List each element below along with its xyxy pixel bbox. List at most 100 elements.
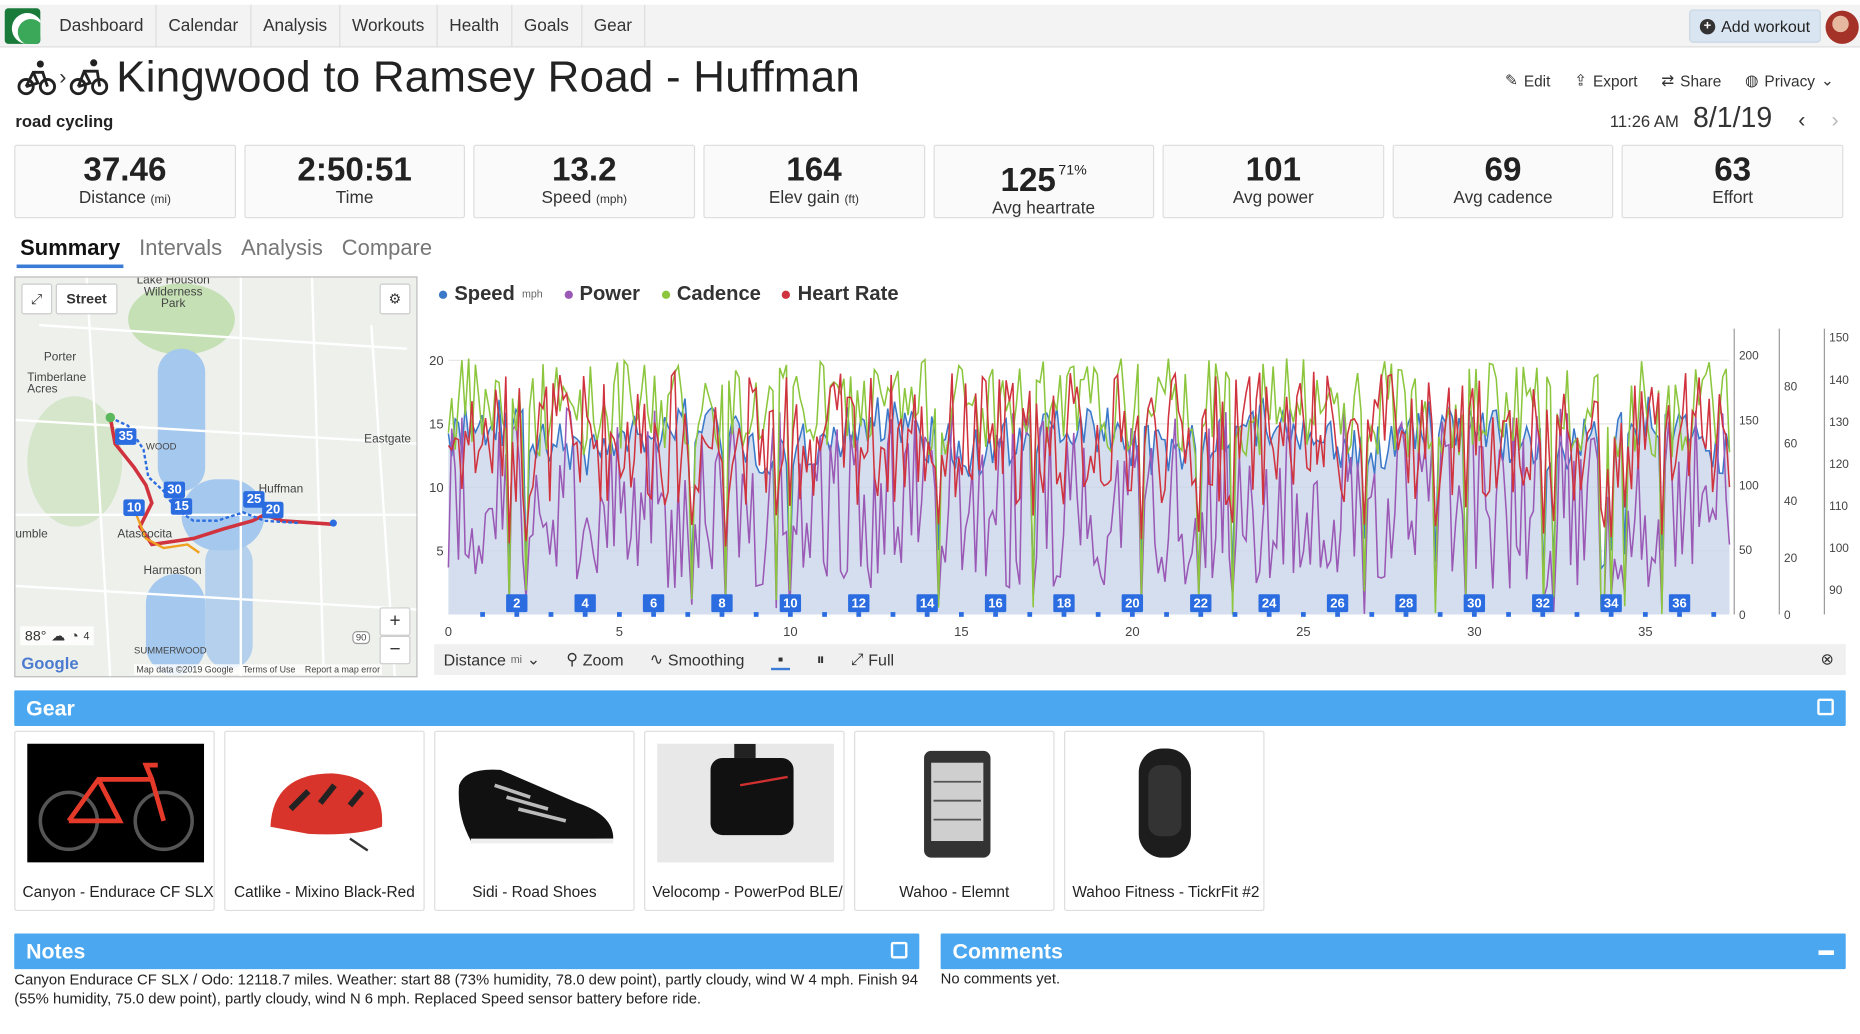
gear-card[interactable]: Velocomp - PowerPod BLE/	[644, 730, 845, 912]
gear-icon[interactable]: ⚙	[379, 283, 411, 315]
map-label-eastgate: Eastgate	[364, 432, 411, 447]
axis-selector[interactable]: Distance mi ⌄	[444, 650, 540, 669]
fullscreen-icon[interactable]: ⤢	[21, 283, 53, 315]
add-workout-button[interactable]: + Add workout	[1689, 9, 1821, 43]
mile-marker-label: 8	[718, 595, 725, 610]
workout-chart[interactable]: 5101520050100150200020406080901001101201…	[422, 311, 1857, 643]
app-logo-icon[interactable]	[4, 7, 41, 44]
tab-intervals[interactable]: Intervals	[139, 234, 223, 260]
y-tick-heartrate: 150	[1829, 331, 1849, 345]
close-icon[interactable]: ⊗	[1820, 650, 1834, 668]
stat-label: Avg power	[1232, 188, 1314, 208]
share-label: Share	[1680, 71, 1722, 90]
zoom-out-button[interactable]: −	[379, 635, 411, 665]
gear-card[interactable]: Wahoo - Elemnt	[854, 730, 1055, 912]
mile-tick	[1095, 612, 1101, 617]
mile-tick	[1574, 612, 1580, 617]
stat-unit: (mi)	[150, 193, 171, 207]
mile-marker	[1463, 594, 1486, 613]
stat-value: 164	[786, 150, 842, 188]
tab-summary[interactable]: Summary	[16, 235, 124, 269]
avatar[interactable]	[1825, 10, 1859, 44]
mile-marker-label: 20	[1125, 595, 1140, 610]
y-tick-cadence: 40	[1784, 494, 1798, 508]
stat-label: Time	[335, 188, 374, 208]
smoothing-label: Smoothing	[667, 650, 745, 669]
edit-icon[interactable]	[1817, 698, 1834, 716]
edit-button[interactable]: ✎ Edit	[1505, 71, 1550, 90]
x-tick: 25	[1296, 624, 1310, 639]
comment-icon[interactable]: ▬	[1818, 940, 1834, 959]
mile-marker	[916, 594, 938, 613]
map-mile-marker[interactable]: 15	[170, 498, 193, 515]
export-label: Export	[1592, 71, 1638, 90]
mile-marker	[642, 594, 665, 613]
zoom-in-button[interactable]: +	[379, 607, 411, 636]
tab-compare[interactable]: Compare	[341, 234, 433, 260]
map-label-lake: Lake Houston Wilderness Park	[136, 276, 210, 311]
tab-analysis[interactable]: Analysis	[241, 234, 323, 260]
single-pane-icon[interactable]: ▪	[770, 649, 791, 670]
share-button[interactable]: ⇄ Share	[1661, 71, 1721, 90]
notes-title: Notes	[26, 938, 86, 963]
mile-tick	[958, 612, 964, 617]
map-type-button[interactable]: Street	[55, 283, 118, 315]
notes-header: Notes	[14, 933, 920, 970]
legend-power[interactable]: Power	[564, 282, 640, 306]
edit-icon[interactable]	[890, 941, 908, 959]
axis-unit: mi	[510, 653, 522, 666]
map-mile-marker[interactable]: 20	[262, 501, 284, 519]
legend-cadence[interactable]: Cadence	[661, 282, 761, 306]
nav-dashboard[interactable]: Dashboard	[47, 4, 157, 47]
map-mile-marker[interactable]: 25	[243, 491, 265, 508]
cadence-line	[447, 357, 1731, 615]
sport-label: road cycling	[15, 111, 114, 131]
nav-analysis[interactable]: Analysis	[251, 4, 341, 47]
x-tick: 35	[1638, 624, 1652, 639]
map-label-summerwood: SUMMERWOOD	[134, 645, 207, 656]
nav-gear[interactable]: Gear	[582, 4, 646, 47]
mile-tick	[1608, 612, 1614, 617]
report-link[interactable]: Report a map error	[304, 664, 381, 675]
legend-dot	[438, 290, 448, 299]
title-row: › Kingwood to Ramsey Road - Huffman	[17, 52, 860, 102]
map-mile-marker[interactable]: 35	[115, 428, 137, 445]
prev-workout-icon[interactable]: ‹	[1798, 107, 1806, 132]
smoothing-button[interactable]: ∿ Smoothing	[650, 650, 745, 669]
y-tick-heartrate: 110	[1829, 499, 1848, 513]
legend-heart-rate[interactable]: Heart Rate	[782, 282, 899, 306]
wind-speed-text: 4	[83, 629, 90, 642]
temperature-text: 88°	[24, 627, 47, 645]
split-pane-icon[interactable]: ⏸	[816, 650, 825, 668]
mile-marker	[574, 594, 596, 613]
nav-workouts[interactable]: Workouts	[340, 4, 438, 47]
terms-link[interactable]: Terms of Use	[242, 664, 296, 675]
workout-time: 11:26 AM	[1609, 111, 1679, 131]
legend-label: Speed	[454, 282, 515, 305]
top-nav: Dashboard Calendar Analysis Workouts Hea…	[0, 4, 1860, 48]
nav-goals[interactable]: Goals	[512, 4, 582, 47]
export-button[interactable]: ⇪ Export	[1574, 71, 1637, 90]
route-map[interactable]: Lake Houston Wilderness Park Porter Timb…	[14, 276, 418, 678]
legend-speed[interactable]: Speed mph	[438, 282, 543, 306]
gear-name: Canyon - Endurace CF SLX I	[22, 882, 214, 901]
mile-tick	[1129, 612, 1135, 617]
page-title: Kingwood to Ramsey Road - Huffman	[116, 52, 861, 101]
map-mile-marker[interactable]: 30	[163, 481, 186, 499]
gear-card[interactable]: Canyon - Endurace CF SLX I	[14, 730, 215, 912]
map-label-harmaston: Harmaston	[143, 564, 202, 578]
zoom-button[interactable]: ⚲ Zoom	[566, 650, 623, 669]
nav-health[interactable]: Health	[437, 4, 513, 47]
mile-marker	[1600, 594, 1622, 613]
map-mile-marker[interactable]: 10	[123, 499, 146, 516]
gear-card[interactable]: Sidi - Road Shoes	[434, 730, 635, 912]
date-nav: 11:26 AM 8/1/19 ‹ ›	[1610, 102, 1839, 135]
gear-card[interactable]: Catlike - Mixino Black-Red	[224, 730, 425, 912]
nav-calendar[interactable]: Calendar	[157, 4, 252, 47]
privacy-dropdown[interactable]: ◍ Privacy ⌄	[1745, 71, 1834, 90]
map-label-timberlane: Timberlane Acres	[27, 371, 87, 397]
full-button[interactable]: ⤢ Full	[851, 650, 894, 669]
next-workout-icon[interactable]: ›	[1831, 107, 1839, 132]
gear-card[interactable]: Wahoo Fitness - TickrFit #2	[1064, 730, 1265, 912]
